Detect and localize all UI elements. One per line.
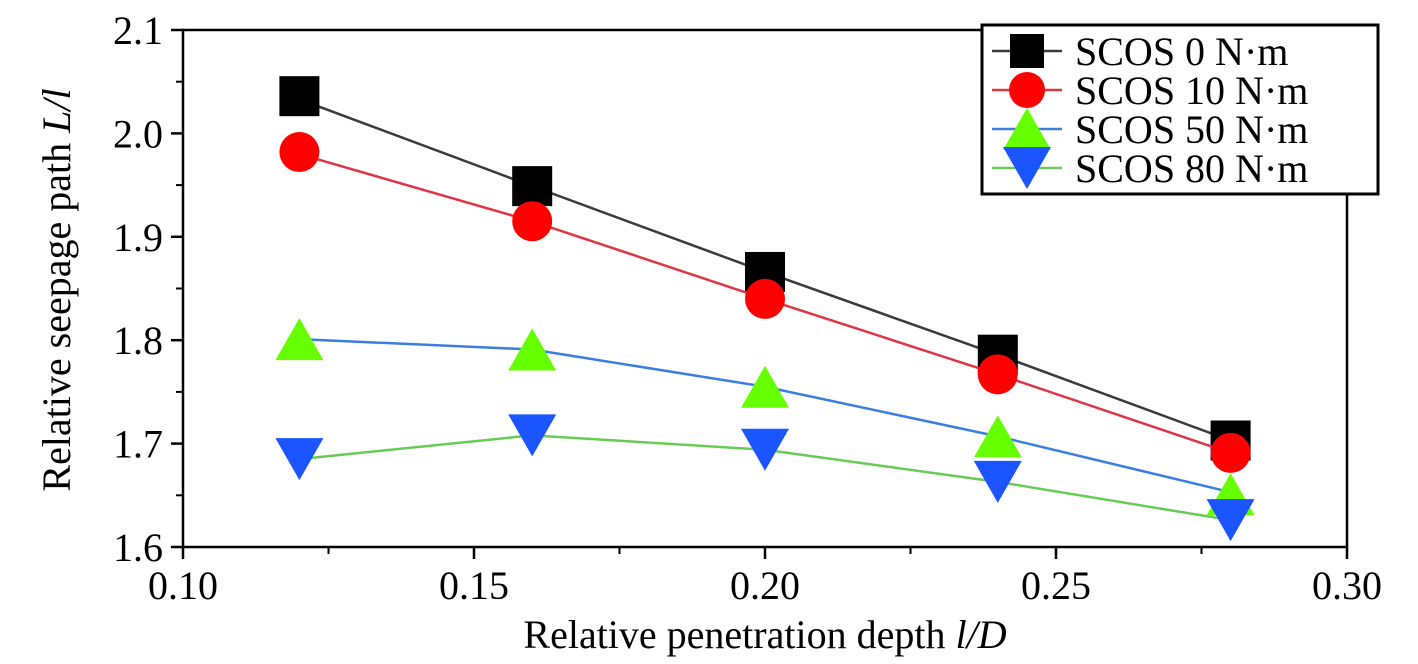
legend-item: SCOS 80 N·m <box>992 146 1308 191</box>
y-tick-label: 1.8 <box>113 318 163 363</box>
data-point-circle <box>977 354 1018 395</box>
data-point-triangle-up <box>275 318 324 361</box>
data-point-triangle-up <box>741 365 789 408</box>
y-tick-label: 1.6 <box>113 525 163 570</box>
data-point-square <box>279 76 320 117</box>
data-point-triangle-down <box>741 428 789 471</box>
series-2 <box>275 318 1255 516</box>
legend-label: SCOS 50 N·m <box>1075 107 1308 152</box>
y-axis-title-text: Relative seepage path <box>34 133 79 492</box>
legend-marker-square <box>1010 34 1044 68</box>
data-point-triangle-down <box>973 460 1022 503</box>
x-tick-label: 0.20 <box>730 563 800 608</box>
x-axis-title-text: Relative penetration depth <box>523 612 955 657</box>
data-point-triangle-up <box>508 328 557 371</box>
y-tick-label: 1.9 <box>113 215 163 260</box>
series-3 <box>275 414 1255 542</box>
y-axis-title-variable: L/l <box>34 88 79 133</box>
legend-marker-triangle-up <box>1003 108 1051 150</box>
legend-marker-circle <box>1009 72 1045 108</box>
data-point-circle <box>512 201 553 242</box>
x-axis-title: Relative penetration depth l/D <box>523 612 1006 657</box>
data-point-circle <box>745 278 785 319</box>
legend-box <box>980 23 1380 196</box>
legend-item: SCOS 50 N·m <box>992 107 1308 152</box>
y-tick-label: 2.0 <box>113 111 163 156</box>
legend-label: SCOS 10 N·m <box>1075 68 1308 113</box>
y-axis-title: Relative seepage path L/l <box>34 88 79 491</box>
legend-label: SCOS 80 N·m <box>1075 146 1308 191</box>
legend-item: SCOS 10 N·m <box>992 68 1308 113</box>
data-point-square <box>512 166 553 207</box>
data-point-circle <box>1210 432 1251 473</box>
x-axis-title-variable: l/D <box>955 612 1006 657</box>
legend-label: SCOS 0 N·m <box>1075 29 1288 74</box>
y-tick-label: 1.7 <box>113 422 163 467</box>
x-tick-label: 0.10 <box>148 563 218 608</box>
data-point-triangle-down <box>1206 499 1255 542</box>
data-point-triangle-down <box>508 414 557 457</box>
x-tick-label: 0.30 <box>1312 563 1382 608</box>
legend-marker-triangle-down <box>1003 147 1051 189</box>
x-tick-label: 0.25 <box>1021 563 1091 608</box>
x-tick-label: 0.15 <box>439 563 509 608</box>
data-point-circle <box>279 132 320 173</box>
series-1 <box>279 132 1251 473</box>
data-point-triangle-down <box>275 438 324 481</box>
legend-item: SCOS 0 N·m <box>992 29 1288 74</box>
data-point-triangle-up <box>973 415 1022 458</box>
y-tick-label: 2.1 <box>113 8 163 53</box>
